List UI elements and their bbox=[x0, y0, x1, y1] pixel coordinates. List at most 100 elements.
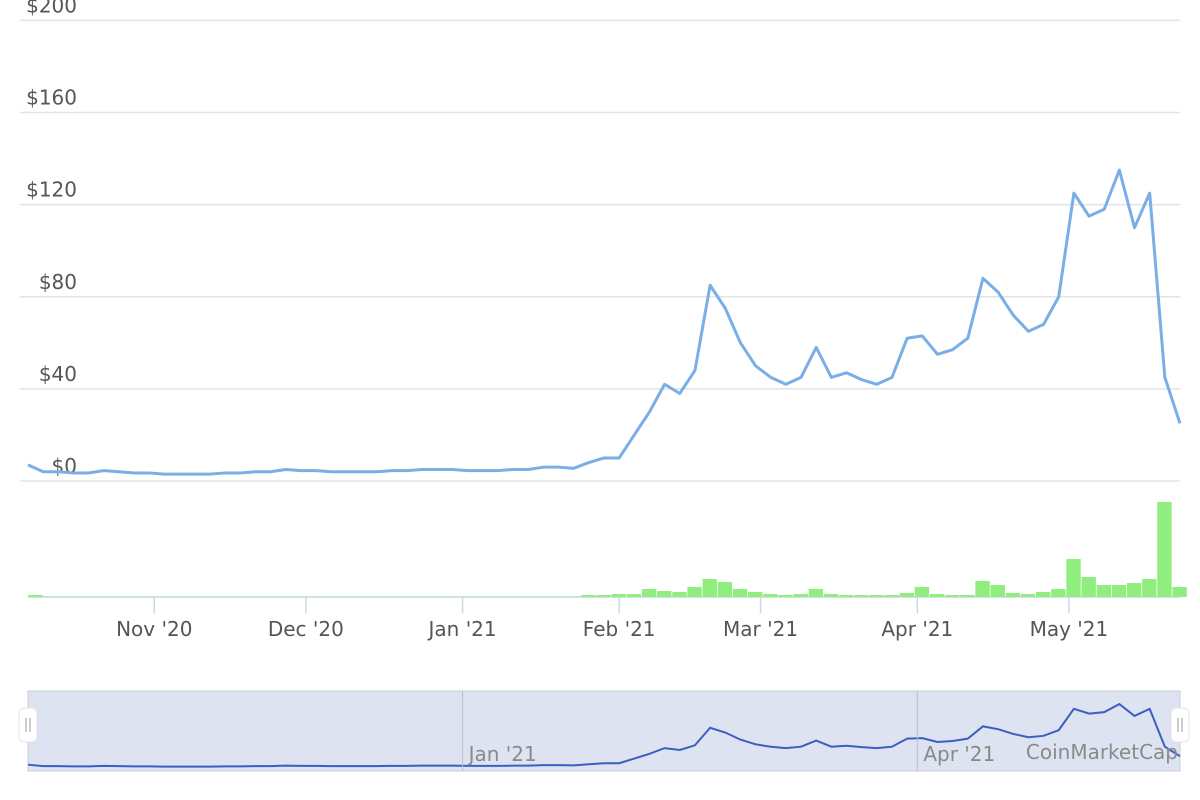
volume-bar bbox=[126, 596, 141, 597]
volume-bar bbox=[262, 596, 278, 597]
volume-bar bbox=[217, 596, 232, 597]
price-line bbox=[27, 168, 1182, 476]
volume-bar bbox=[187, 596, 202, 597]
volume-bar bbox=[202, 596, 217, 597]
y-tick-label: $80 bbox=[39, 270, 77, 294]
volume-bar bbox=[960, 595, 975, 597]
volume-bar bbox=[657, 591, 672, 597]
volume-bar bbox=[717, 582, 733, 597]
volume-bar bbox=[748, 592, 763, 597]
volume-bar bbox=[520, 596, 536, 597]
volume-bar bbox=[929, 594, 945, 597]
volume-bar bbox=[1111, 585, 1127, 597]
volume-bar bbox=[353, 596, 369, 597]
volume-bar bbox=[338, 596, 354, 597]
navigator-line bbox=[27, 702, 1181, 768]
navigator-handle[interactable] bbox=[18, 707, 38, 743]
navigator-label: Jan '21 bbox=[467, 742, 537, 766]
volume-bar bbox=[641, 589, 657, 597]
handle-grip bbox=[25, 718, 31, 732]
volume-bar bbox=[399, 596, 414, 597]
volume-bar bbox=[323, 596, 338, 597]
volume-bar bbox=[626, 594, 642, 597]
y-tick-label: $160 bbox=[26, 86, 77, 110]
volume-bar bbox=[232, 596, 248, 597]
volume-bar bbox=[308, 596, 323, 597]
volume-bar bbox=[793, 594, 808, 597]
volume-bar bbox=[884, 595, 899, 597]
volume-bar bbox=[611, 594, 626, 597]
volume-bar bbox=[1066, 559, 1081, 597]
volume-bar bbox=[96, 596, 111, 597]
y-tick-label: $200 bbox=[26, 0, 77, 17]
volume-bar bbox=[28, 595, 43, 597]
volume-bar bbox=[672, 592, 687, 597]
y-tick-label: $120 bbox=[26, 178, 77, 202]
volume-bar bbox=[914, 587, 930, 597]
volume-bar bbox=[808, 589, 824, 597]
volume-bar bbox=[1005, 593, 1021, 597]
volume-bar bbox=[141, 596, 157, 597]
volume-bar bbox=[293, 596, 308, 597]
y-tick-label: $40 bbox=[39, 362, 77, 386]
volume-bar bbox=[156, 596, 172, 597]
volume-bar bbox=[945, 595, 960, 597]
volume-bar bbox=[247, 596, 263, 597]
x-tick-label: Mar '21 bbox=[723, 617, 798, 641]
volume-bar bbox=[490, 596, 505, 597]
volume-bar bbox=[596, 595, 611, 597]
volume-bar bbox=[384, 596, 399, 597]
navigator-label: Apr '21 bbox=[923, 742, 995, 766]
volume-bar bbox=[854, 595, 869, 597]
volume-bar bbox=[566, 596, 581, 597]
x-tick-label: May '21 bbox=[1030, 617, 1109, 641]
x-tick-label: Feb '21 bbox=[583, 617, 656, 641]
volume-bar bbox=[278, 596, 293, 597]
x-tick-label: Apr '21 bbox=[881, 617, 953, 641]
volume-bar bbox=[1096, 585, 1112, 597]
volume-bar bbox=[111, 596, 126, 597]
volume-bar bbox=[990, 585, 1005, 597]
volume-bar bbox=[838, 595, 854, 597]
volume-bar bbox=[1081, 577, 1096, 597]
volume-bar bbox=[369, 596, 384, 597]
volume-bar bbox=[778, 595, 793, 597]
volume-bar bbox=[869, 595, 884, 597]
volume-bar bbox=[732, 589, 748, 597]
volume-bar bbox=[172, 596, 187, 597]
volume-bar bbox=[1020, 594, 1036, 597]
volume-bar bbox=[65, 596, 81, 597]
volume-bar bbox=[823, 594, 839, 597]
volume-bar bbox=[1051, 589, 1066, 597]
navigator-handle[interactable] bbox=[1170, 707, 1190, 743]
volume-bar bbox=[414, 596, 429, 597]
volume-bar bbox=[444, 596, 460, 597]
volume-bar bbox=[687, 587, 702, 597]
volume-bar bbox=[535, 596, 551, 597]
volume-bar bbox=[505, 596, 520, 597]
x-tick-label: Dec '20 bbox=[268, 617, 344, 641]
volume-bar bbox=[550, 596, 566, 597]
volume-bar bbox=[35, 596, 50, 597]
volume-bar bbox=[1036, 592, 1051, 597]
volume-bar bbox=[81, 596, 96, 597]
volume-bar bbox=[460, 596, 475, 597]
volume-bar bbox=[899, 593, 914, 597]
volume-bar bbox=[975, 581, 990, 597]
volume-bar bbox=[702, 579, 717, 597]
volume-bar bbox=[763, 594, 778, 597]
volume-bar bbox=[1126, 583, 1142, 597]
watermark: CoinMarketCap bbox=[1026, 740, 1178, 764]
x-tick-label: Nov '20 bbox=[116, 617, 192, 641]
volume-bar bbox=[1157, 502, 1172, 597]
x-tick-label: Jan '21 bbox=[427, 617, 497, 641]
volume-bar bbox=[475, 596, 490, 597]
volume-bar bbox=[429, 596, 445, 597]
handle-grip bbox=[1177, 718, 1183, 732]
volume-bar bbox=[1172, 587, 1187, 597]
volume-bar bbox=[1142, 579, 1157, 597]
navigator[interactable] bbox=[27, 690, 1181, 772]
volume-bar bbox=[581, 595, 596, 597]
volume-bar bbox=[50, 596, 66, 597]
